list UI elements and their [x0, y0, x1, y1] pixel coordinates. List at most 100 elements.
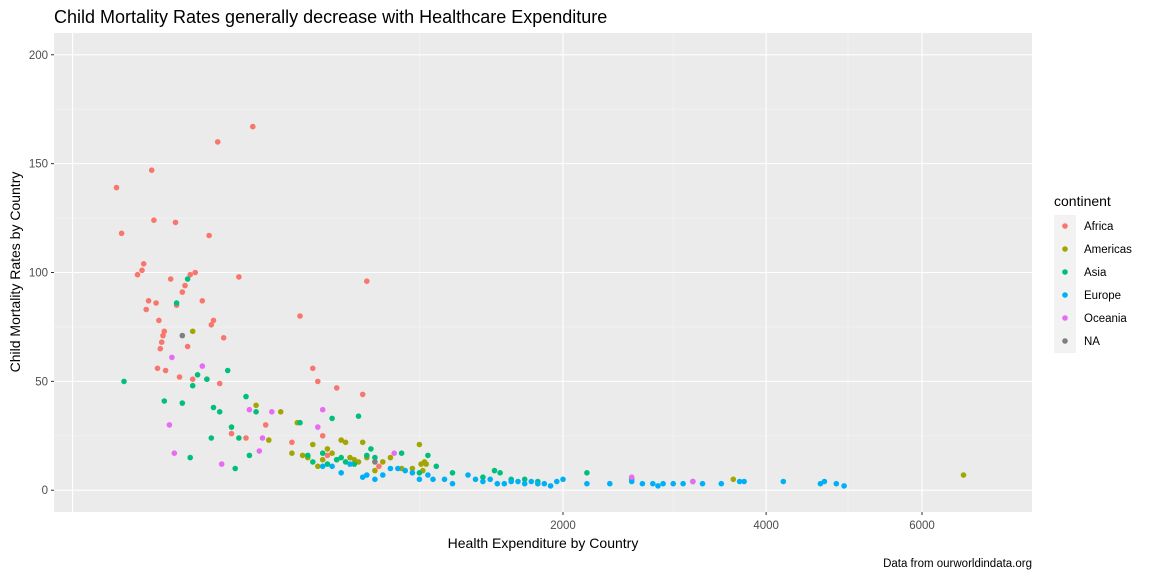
data-point-europe	[380, 472, 386, 478]
data-point-africa	[310, 365, 316, 372]
data-point-asia	[305, 452, 311, 459]
caption: Data from ourworldindata.org	[883, 558, 1032, 570]
data-point-europe	[528, 478, 535, 485]
data-point-europe	[741, 478, 747, 485]
data-point-oceania	[690, 478, 696, 485]
data-point-africa	[243, 435, 249, 441]
x-tick-label: 2000	[550, 520, 576, 532]
data-point-africa	[324, 452, 331, 459]
data-point-americas	[310, 441, 316, 448]
data-point-europe	[628, 478, 635, 485]
data-point-americas	[387, 454, 394, 461]
data-point-europe	[584, 480, 590, 487]
data-point-africa	[182, 282, 188, 289]
data-point-americas	[423, 461, 430, 467]
data-point-africa	[179, 289, 186, 295]
data-point-asia	[416, 470, 423, 476]
data-point-asia	[324, 461, 331, 467]
data-point-asia	[121, 378, 127, 385]
data-point-africa	[333, 385, 340, 391]
y-axis-ticks: 0 50 100 150 200	[29, 50, 54, 497]
legend-key-africa	[1062, 223, 1068, 229]
data-point-europe	[387, 465, 394, 472]
data-point-europe	[736, 478, 743, 485]
legend-label-asia: Asia	[1084, 267, 1107, 279]
data-point-europe	[416, 476, 423, 483]
data-point-africa	[315, 378, 321, 385]
data-point-oceania	[169, 354, 175, 361]
data-point-africa	[176, 374, 183, 380]
data-point-oceania	[391, 450, 398, 457]
chart-title: Child Mortality Rates generally decrease…	[54, 7, 607, 27]
data-point-asia	[497, 470, 503, 476]
data-point-americas	[359, 439, 366, 446]
data-point-asia	[228, 424, 235, 430]
data-point-americas	[960, 472, 967, 478]
data-point-asia	[368, 446, 374, 452]
data-point-americas	[324, 446, 331, 452]
data-point-americas	[372, 467, 378, 474]
data-point-asia	[194, 372, 201, 378]
data-point-asia	[187, 454, 193, 461]
data-point-africa	[134, 271, 141, 278]
data-point-asia	[521, 476, 528, 483]
data-point-asia	[208, 435, 215, 441]
data-point-africa	[161, 328, 168, 335]
data-point-oceania	[319, 406, 326, 413]
data-point-africa	[192, 269, 198, 276]
data-point-asia	[179, 400, 186, 406]
legend-label-na: NA	[1084, 336, 1100, 348]
data-point-africa	[118, 230, 125, 237]
y-axis-title: Child Mortality Rates by Country	[7, 172, 23, 373]
data-point-europe	[515, 478, 521, 485]
data-point-asia	[184, 276, 191, 282]
data-point-oceania	[166, 422, 173, 428]
data-point-europe	[655, 483, 661, 489]
data-point-europe	[494, 480, 501, 487]
data-points	[113, 123, 967, 489]
data-point-europe	[718, 480, 725, 487]
data-point-africa	[210, 317, 217, 324]
legend-key-na	[1062, 338, 1068, 344]
data-point-oceania	[315, 424, 321, 430]
data-point-africa	[189, 376, 196, 383]
legend: continent Africa Americas Asia Europe Oceani…	[1054, 193, 1132, 353]
legend-label-africa: Africa	[1084, 221, 1114, 233]
data-point-africa	[157, 345, 164, 352]
data-point-africa	[145, 298, 152, 304]
data-point-americas	[409, 465, 416, 472]
data-point-oceania	[199, 363, 206, 369]
data-point-africa	[151, 217, 157, 223]
data-point-asia	[480, 474, 486, 481]
data-point-europe	[449, 480, 456, 487]
data-point-europe	[547, 483, 554, 489]
data-point-africa	[153, 300, 159, 306]
data-point-europe	[329, 463, 335, 470]
data-point-americas	[299, 452, 306, 459]
y-tick-label: 150	[29, 159, 48, 171]
data-point-asia	[253, 409, 259, 415]
data-point-asia	[398, 450, 405, 457]
data-point-americas	[266, 437, 272, 443]
data-point-europe	[364, 472, 370, 478]
data-point-americas	[338, 437, 345, 443]
x-tick-label: 6000	[909, 520, 935, 532]
data-point-africa	[359, 391, 366, 398]
y-tick-label: 0	[42, 485, 48, 497]
data-point-europe	[465, 472, 471, 478]
major-gridlines	[54, 33, 1032, 512]
data-point-africa	[297, 313, 303, 319]
data-point-africa	[250, 123, 256, 130]
data-point-europe	[441, 476, 448, 483]
data-point-asia	[204, 376, 210, 383]
data-point-asia	[319, 450, 326, 457]
data-point-europe	[319, 463, 326, 470]
data-point-africa	[208, 322, 215, 328]
data-point-asia	[342, 459, 349, 465]
data-point-europe	[402, 467, 409, 474]
data-point-europe	[359, 474, 366, 481]
data-point-asia	[351, 461, 358, 467]
data-point-na	[179, 332, 186, 339]
data-point-americas	[253, 402, 259, 409]
